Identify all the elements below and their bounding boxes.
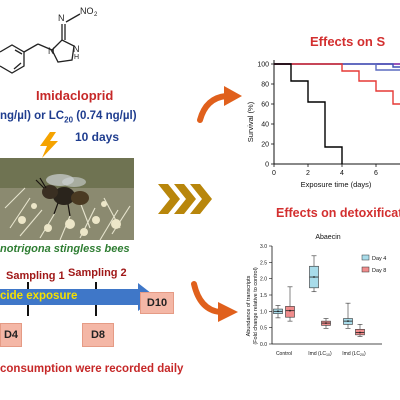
box-ytick-label: 0.5 — [260, 326, 267, 332]
box-body — [285, 306, 295, 318]
lightning-icon — [40, 132, 58, 158]
box-xcategory-label: Control — [276, 351, 292, 357]
box-point — [313, 276, 315, 278]
survival-series-line-5 — [274, 63, 343, 164]
survival-ytick-label: 80 — [261, 82, 269, 89]
detox-ylabel-2: (Fold change relative to control) — [253, 267, 259, 345]
box-point — [289, 309, 291, 312]
consumption-note: consumption were recorded daily — [0, 363, 184, 375]
survival-ylabel: Survival (%) — [246, 101, 255, 142]
survival-ytick-label: 40 — [261, 122, 269, 129]
survival-ytick-label: 20 — [261, 142, 269, 149]
survival-xlabel: Exposure time (days) — [301, 180, 372, 189]
survival-series-line-4 — [274, 63, 400, 105]
nitro-label: NO — [80, 6, 94, 16]
svg-text:N: N — [73, 44, 80, 54]
duration-label: 10 days — [75, 130, 120, 144]
abaecin-boxplot: Abaecin Abundance of transcripts (Fold c… — [246, 234, 386, 357]
arrow-to-survival — [197, 86, 242, 123]
box-ytick-label: 3.0 — [260, 244, 267, 250]
arrow-to-detox — [191, 281, 238, 322]
box-point — [325, 322, 327, 324]
survival-xtick-label: 4 — [340, 170, 344, 177]
dose-line: ng/µl) or LC20 (0.74 ng/µl) — [0, 110, 137, 125]
exposure-label: cide exposure — [0, 290, 78, 302]
svg-text:N: N — [58, 13, 65, 23]
detox-ylabel-1: Abundance of transcripts — [246, 275, 252, 336]
box-xcategory-label: Imd (LC20) — [342, 351, 366, 357]
sampling-2-label: Sampling 2 — [68, 267, 127, 279]
day-box-d8: D8 — [82, 323, 114, 347]
box-ytick-label: 2.0 — [260, 277, 267, 283]
sampling-1-label: Sampling 1 — [6, 270, 65, 282]
chevrons-icon — [158, 184, 212, 214]
box-ytick-label: 2.5 — [260, 260, 267, 266]
svg-text:H: H — [74, 54, 79, 61]
survival-xtick-label: 2 — [306, 170, 310, 177]
detox-title: Effects on detoxificatio — [276, 206, 400, 220]
day-box-d4: D4 — [0, 323, 22, 347]
bee-photo — [0, 158, 134, 240]
abaecin-title: Abaecin — [315, 234, 340, 241]
legend-day4-swatch — [361, 254, 370, 261]
box-ytick-label: 0.0 — [260, 342, 267, 348]
box-ytick-label: 1.0 — [260, 309, 267, 315]
day-box-d10: D10 — [140, 292, 174, 314]
nitro-subscript: 2 — [94, 12, 98, 18]
exposure-timeline — [0, 282, 156, 316]
survival-title: Effects on S — [310, 34, 386, 49]
box-point — [277, 310, 279, 313]
svg-text:N: N — [48, 46, 55, 56]
survival-ytick-label: 100 — [257, 62, 269, 69]
survival-xtick-label: 0 — [272, 170, 276, 177]
box-point — [359, 331, 361, 334]
survival-ytick-label: 0 — [265, 162, 269, 169]
legend-day8: Day 8 — [372, 268, 386, 274]
legend-day4: Day 4 — [372, 256, 386, 262]
legend-day8-swatch — [361, 266, 370, 273]
bees-caption: notrigona stingless bees — [0, 243, 130, 255]
box-xcategory-label: Imd (LC10) — [308, 351, 332, 357]
box-ytick-label: 1.5 — [260, 293, 267, 299]
box-point — [347, 320, 349, 323]
imidacloprid-structure: N N N H NO 2 — [0, 6, 98, 74]
survival-xtick-label: 6 — [374, 170, 378, 177]
survival-ytick-label: 60 — [261, 102, 269, 109]
survival-series-line-3 — [274, 63, 400, 71]
compound-name: Imidacloprid — [36, 88, 114, 103]
